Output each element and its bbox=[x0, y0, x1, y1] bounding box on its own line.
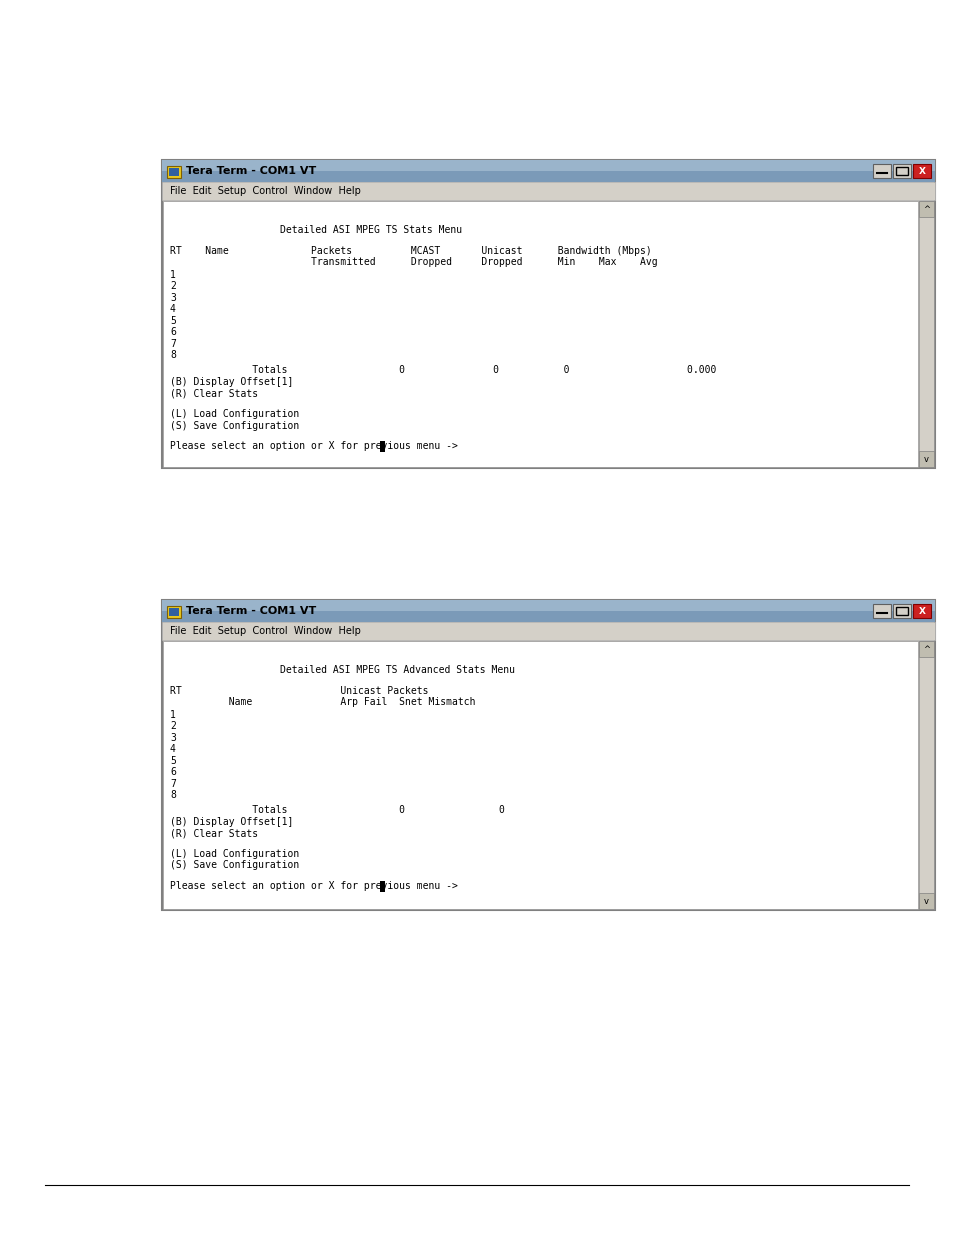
Text: X: X bbox=[918, 167, 924, 175]
Text: Totals                   0               0           0                    0.000: Totals 0 0 0 0.000 bbox=[170, 366, 716, 375]
FancyBboxPatch shape bbox=[379, 882, 385, 892]
Text: 3: 3 bbox=[170, 732, 175, 742]
Text: ^: ^ bbox=[923, 645, 929, 653]
Text: (S) Save Configuration: (S) Save Configuration bbox=[170, 420, 299, 431]
FancyBboxPatch shape bbox=[163, 201, 917, 467]
Text: (L) Load Configuration: (L) Load Configuration bbox=[170, 848, 299, 860]
Text: 2: 2 bbox=[170, 721, 175, 731]
Text: 2: 2 bbox=[170, 282, 175, 291]
FancyBboxPatch shape bbox=[379, 441, 385, 452]
Text: v: v bbox=[923, 454, 928, 463]
Text: X: X bbox=[918, 606, 924, 615]
Text: 5: 5 bbox=[170, 756, 175, 766]
Text: 4: 4 bbox=[170, 745, 175, 755]
FancyBboxPatch shape bbox=[167, 606, 181, 618]
Text: 5: 5 bbox=[170, 316, 175, 326]
FancyBboxPatch shape bbox=[162, 600, 934, 910]
Text: 8: 8 bbox=[170, 790, 175, 800]
FancyBboxPatch shape bbox=[169, 168, 179, 177]
FancyBboxPatch shape bbox=[163, 641, 917, 909]
FancyBboxPatch shape bbox=[918, 201, 933, 467]
FancyBboxPatch shape bbox=[892, 164, 910, 178]
FancyBboxPatch shape bbox=[162, 600, 934, 622]
Text: 3: 3 bbox=[170, 293, 175, 303]
FancyBboxPatch shape bbox=[162, 161, 934, 468]
FancyBboxPatch shape bbox=[918, 201, 933, 217]
Text: 1: 1 bbox=[170, 710, 175, 720]
Text: 6: 6 bbox=[170, 767, 175, 777]
Text: Tera Term - COM1 VT: Tera Term - COM1 VT bbox=[186, 165, 315, 177]
Text: RT    Name              Packets          MCAST       Unicast      Bandwidth (Mbp: RT Name Packets MCAST Unicast Bandwidth … bbox=[170, 246, 651, 256]
Text: (R) Clear Stats: (R) Clear Stats bbox=[170, 829, 258, 839]
Text: Name               Arp Fail  Snet Mismatch: Name Arp Fail Snet Mismatch bbox=[170, 698, 475, 708]
Text: 7: 7 bbox=[170, 338, 175, 348]
Text: (S) Save Configuration: (S) Save Configuration bbox=[170, 861, 299, 871]
FancyBboxPatch shape bbox=[169, 608, 179, 616]
Text: v: v bbox=[923, 897, 928, 905]
Text: Transmitted      Dropped     Dropped      Min    Max    Avg: Transmitted Dropped Dropped Min Max Avg bbox=[170, 257, 657, 267]
Text: Totals                   0                0: Totals 0 0 bbox=[170, 805, 504, 815]
FancyBboxPatch shape bbox=[912, 604, 930, 618]
FancyBboxPatch shape bbox=[918, 451, 933, 467]
Text: (B) Display Offset[1]: (B) Display Offset[1] bbox=[170, 816, 294, 826]
Text: ^: ^ bbox=[923, 205, 929, 214]
FancyBboxPatch shape bbox=[872, 164, 890, 178]
Text: (B) Display Offset[1]: (B) Display Offset[1] bbox=[170, 377, 294, 387]
Text: 4: 4 bbox=[170, 304, 175, 315]
FancyBboxPatch shape bbox=[162, 600, 934, 611]
FancyBboxPatch shape bbox=[872, 604, 890, 618]
FancyBboxPatch shape bbox=[892, 604, 910, 618]
Text: (L) Load Configuration: (L) Load Configuration bbox=[170, 409, 299, 419]
FancyBboxPatch shape bbox=[918, 641, 933, 909]
FancyBboxPatch shape bbox=[162, 182, 934, 200]
Text: RT                           Unicast Packets: RT Unicast Packets bbox=[170, 685, 428, 695]
FancyBboxPatch shape bbox=[162, 161, 934, 170]
Text: Please select an option or X for previous menu ->: Please select an option or X for previou… bbox=[170, 882, 463, 892]
Text: Please select an option or X for previous menu ->: Please select an option or X for previou… bbox=[170, 441, 463, 451]
Text: File  Edit  Setup  Control  Window  Help: File Edit Setup Control Window Help bbox=[170, 626, 360, 636]
FancyBboxPatch shape bbox=[167, 165, 181, 178]
Text: File  Edit  Setup  Control  Window  Help: File Edit Setup Control Window Help bbox=[170, 186, 360, 196]
Text: Detailed ASI MPEG TS Stats Menu: Detailed ASI MPEG TS Stats Menu bbox=[280, 225, 461, 235]
FancyBboxPatch shape bbox=[918, 893, 933, 909]
FancyBboxPatch shape bbox=[162, 622, 934, 640]
FancyBboxPatch shape bbox=[162, 161, 934, 182]
Text: 7: 7 bbox=[170, 779, 175, 789]
Text: (R) Clear Stats: (R) Clear Stats bbox=[170, 388, 258, 399]
Text: 8: 8 bbox=[170, 351, 175, 361]
FancyBboxPatch shape bbox=[912, 164, 930, 178]
Text: Tera Term - COM1 VT: Tera Term - COM1 VT bbox=[186, 606, 315, 616]
Text: 1: 1 bbox=[170, 270, 175, 280]
Text: 6: 6 bbox=[170, 327, 175, 337]
FancyBboxPatch shape bbox=[918, 641, 933, 657]
Text: Detailed ASI MPEG TS Advanced Stats Menu: Detailed ASI MPEG TS Advanced Stats Menu bbox=[280, 664, 515, 676]
